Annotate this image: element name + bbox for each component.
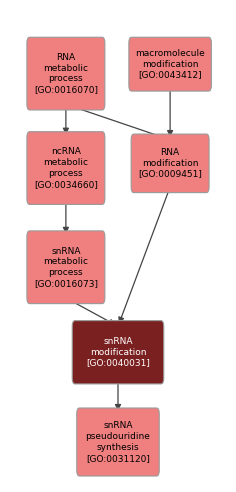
FancyBboxPatch shape — [129, 37, 211, 91]
Text: RNA
metabolic
process
[GO:0016070]: RNA metabolic process [GO:0016070] — [34, 53, 98, 94]
FancyBboxPatch shape — [131, 134, 209, 193]
FancyBboxPatch shape — [27, 37, 105, 110]
Text: snRNA
metabolic
process
[GO:0016073]: snRNA metabolic process [GO:0016073] — [34, 246, 98, 288]
FancyBboxPatch shape — [77, 408, 159, 476]
FancyBboxPatch shape — [72, 321, 164, 384]
FancyBboxPatch shape — [27, 231, 105, 304]
FancyBboxPatch shape — [27, 132, 105, 205]
Text: macromolecule
modification
[GO:0043412]: macromolecule modification [GO:0043412] — [135, 49, 205, 79]
Text: ncRNA
metabolic
process
[GO:0034660]: ncRNA metabolic process [GO:0034660] — [34, 148, 98, 189]
Text: snRNA
pseudouridine
synthesis
[GO:0031120]: snRNA pseudouridine synthesis [GO:003112… — [86, 421, 150, 462]
Text: RNA
modification
[GO:0009451]: RNA modification [GO:0009451] — [138, 148, 202, 179]
Text: snRNA
modification
[GO:0040031]: snRNA modification [GO:0040031] — [86, 337, 150, 368]
